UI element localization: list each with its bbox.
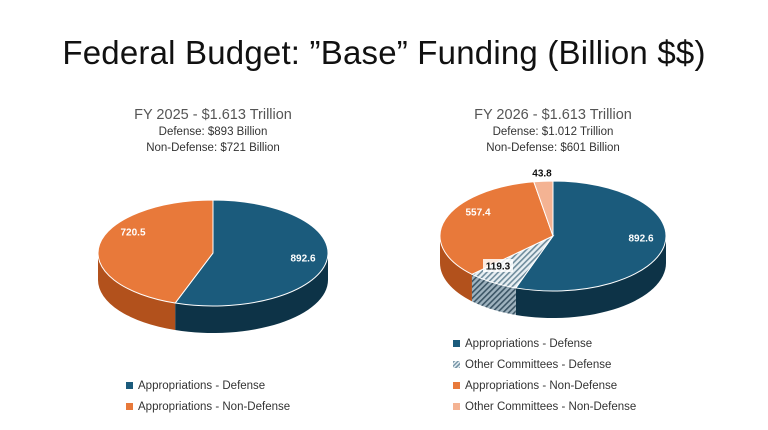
legend-label: Appropriations - Defense [138, 379, 266, 392]
legend-label: Appropriations - Non-Defense [465, 379, 618, 392]
legend-label: Appropriations - Non-Defense [138, 400, 291, 413]
legend-swatch [126, 403, 133, 410]
legend-swatch [453, 403, 460, 410]
data-label-appropriations-non-defense: 720.5 [120, 228, 145, 239]
legend-swatch [126, 382, 133, 389]
pie-side-appropriations-non-defense [440, 236, 472, 302]
legend-item-appropriations-defense: Appropriations - Defense [126, 375, 290, 396]
legend-swatch [453, 340, 460, 347]
chart-title: FY 2025 - $1.613 Trillion [134, 107, 292, 123]
data-label-other-committees-defense: 119.3 [486, 262, 511, 273]
data-label-appropriations-non-defense: 557.4 [465, 208, 490, 219]
data-label-appropriations-defense: 892.6 [290, 254, 315, 265]
legend-swatch [453, 361, 460, 368]
legend-label: Other Committees - Defense [465, 358, 612, 371]
legend-item-appropriations-defense: Appropriations - Defense [453, 333, 636, 354]
chart-fy2025: FY 2025 - $1.613 Trillion Defense: $893 … [63, 106, 363, 156]
legend-label: Appropriations - Defense [465, 337, 593, 350]
chart-title: FY 2026 - $1.613 Trillion [474, 107, 632, 123]
legend-swatch [453, 382, 460, 389]
legend-item-appropriations-non-defense: Appropriations - Non-Defense [453, 375, 636, 396]
page-title: Federal Budget: ”Base” Funding (Billion … [62, 34, 706, 71]
data-label-background [483, 259, 513, 272]
legend-item-appropriations-non-defense: Appropriations - Non-Defense [126, 396, 290, 417]
pie-slice-appropriations-non-defense [97, 199, 214, 304]
data-label-other-committees-non-defense: 43.8 [532, 169, 552, 180]
pie-side-appropriations-non-defense [97, 253, 176, 331]
legend-item-other-committees-defense: Other Committees - Defense [453, 354, 636, 375]
pie-side-appropriations-defense [515, 236, 666, 318]
chart-subtitle-defense: Defense: $893 Billion [158, 126, 268, 138]
chart-subtitle-defense: Defense: $1.012 Trillion [492, 126, 614, 138]
data-label-appropriations-defense: 892.6 [628, 234, 653, 245]
chart-subtitle-non-defense: Non-Defense: $601 Billion [486, 142, 620, 154]
pie-side-appropriations-defense [175, 253, 328, 333]
pie-slice-appropriations-non-defense [439, 181, 554, 275]
legend-item-other-committees-non-defense: Other Committees - Non-Defense [453, 396, 636, 417]
legend-fy2026: Appropriations - Defense Other Committees… [453, 333, 636, 417]
pie-side-other-committees-defense [471, 274, 516, 315]
chart-subtitle-non-defense: Non-Defense: $721 Billion [146, 142, 280, 154]
legend-label: Other Committees - Non-Defense [465, 400, 637, 413]
pie-slice-other-committees-non-defense [533, 180, 554, 237]
legend-fy2025: Appropriations - Defense Appropriations -… [126, 375, 290, 417]
chart-fy2026: FY 2026 - $1.613 Trillion Defense: $1.01… [403, 106, 703, 156]
